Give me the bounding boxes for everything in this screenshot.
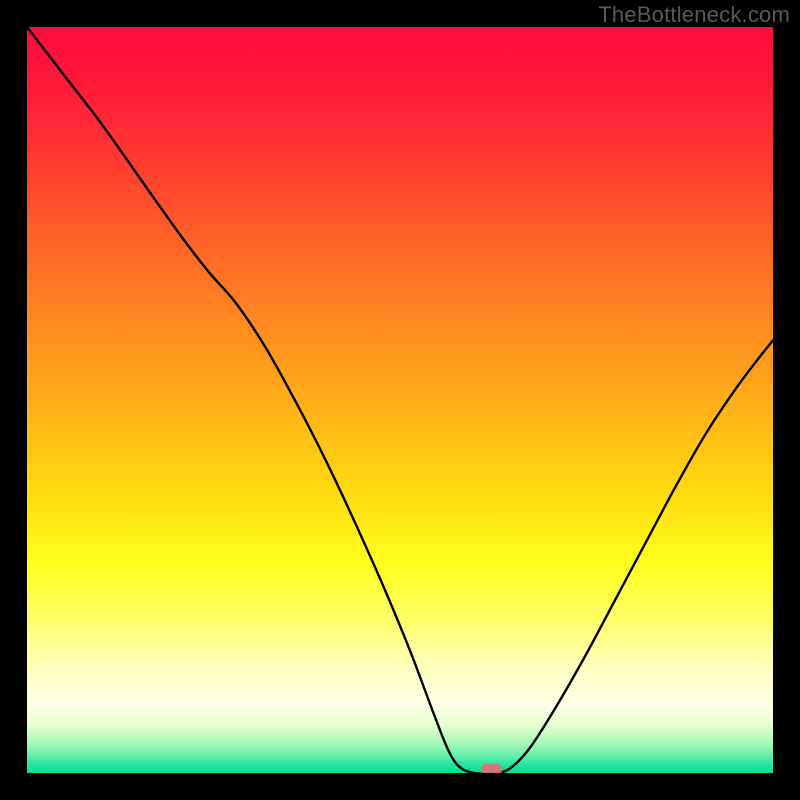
bottleneck-chart bbox=[27, 27, 773, 773]
watermark-text: TheBottleneck.com bbox=[598, 2, 790, 28]
minimum-marker bbox=[481, 764, 502, 773]
chart-frame: TheBottleneck.com bbox=[0, 0, 800, 800]
gradient-background bbox=[27, 27, 773, 773]
